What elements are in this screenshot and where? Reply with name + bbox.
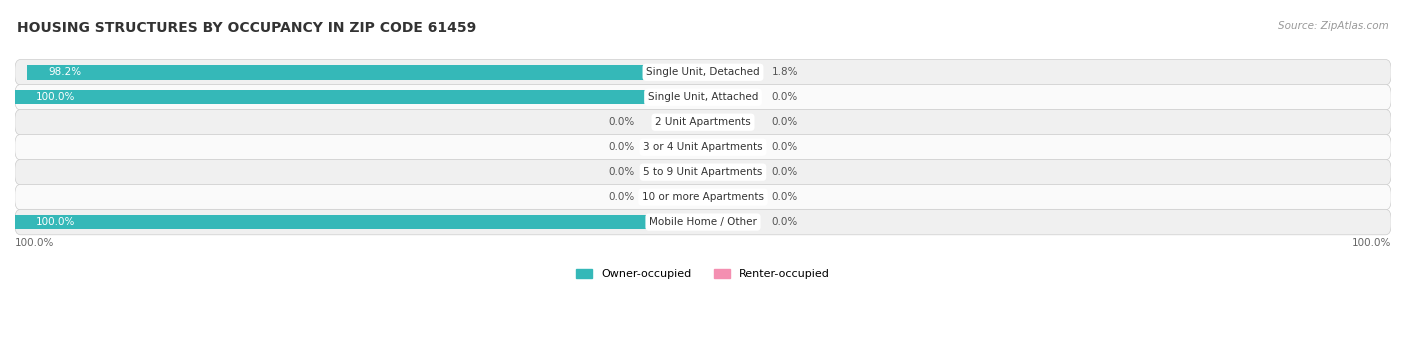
FancyBboxPatch shape <box>15 134 1391 160</box>
Bar <box>15 90 703 104</box>
Text: HOUSING STRUCTURES BY OCCUPANCY IN ZIP CODE 61459: HOUSING STRUCTURES BY OCCUPANCY IN ZIP C… <box>17 21 477 35</box>
FancyBboxPatch shape <box>15 159 1391 185</box>
Text: 2 Unit Apartments: 2 Unit Apartments <box>655 117 751 127</box>
Bar <box>27 65 703 79</box>
Text: 10 or more Apartments: 10 or more Apartments <box>643 192 763 202</box>
Text: Source: ZipAtlas.com: Source: ZipAtlas.com <box>1278 21 1389 30</box>
Text: 0.0%: 0.0% <box>607 192 634 202</box>
FancyBboxPatch shape <box>15 84 1391 110</box>
FancyBboxPatch shape <box>15 109 1391 135</box>
Bar <box>15 215 703 229</box>
Legend: Owner-occupied, Renter-occupied: Owner-occupied, Renter-occupied <box>571 264 835 284</box>
Bar <box>703 165 751 179</box>
Text: Single Unit, Attached: Single Unit, Attached <box>648 92 758 102</box>
Bar <box>703 115 751 129</box>
Bar <box>703 140 751 154</box>
Text: 1.8%: 1.8% <box>772 67 799 77</box>
Text: 0.0%: 0.0% <box>772 167 799 177</box>
Bar <box>655 190 703 205</box>
Text: 0.0%: 0.0% <box>772 142 799 152</box>
Text: 0.0%: 0.0% <box>772 217 799 227</box>
Text: 100.0%: 100.0% <box>1351 238 1391 248</box>
Bar <box>703 215 751 229</box>
Text: 3 or 4 Unit Apartments: 3 or 4 Unit Apartments <box>643 142 763 152</box>
Bar <box>703 65 751 79</box>
Text: 0.0%: 0.0% <box>607 117 634 127</box>
Bar <box>703 90 751 104</box>
Text: 0.0%: 0.0% <box>772 117 799 127</box>
Text: 5 to 9 Unit Apartments: 5 to 9 Unit Apartments <box>644 167 762 177</box>
Text: Single Unit, Detached: Single Unit, Detached <box>647 67 759 77</box>
Text: 0.0%: 0.0% <box>607 167 634 177</box>
FancyBboxPatch shape <box>15 209 1391 235</box>
Text: 0.0%: 0.0% <box>772 192 799 202</box>
Text: 0.0%: 0.0% <box>607 142 634 152</box>
FancyBboxPatch shape <box>15 184 1391 210</box>
FancyBboxPatch shape <box>15 60 1391 85</box>
Text: 0.0%: 0.0% <box>772 92 799 102</box>
Bar <box>655 140 703 154</box>
Text: 100.0%: 100.0% <box>35 92 75 102</box>
Text: Mobile Home / Other: Mobile Home / Other <box>650 217 756 227</box>
Bar <box>655 165 703 179</box>
Text: 98.2%: 98.2% <box>48 67 82 77</box>
Text: 100.0%: 100.0% <box>15 238 55 248</box>
Bar <box>655 115 703 129</box>
Bar <box>703 190 751 205</box>
Text: 100.0%: 100.0% <box>35 217 75 227</box>
